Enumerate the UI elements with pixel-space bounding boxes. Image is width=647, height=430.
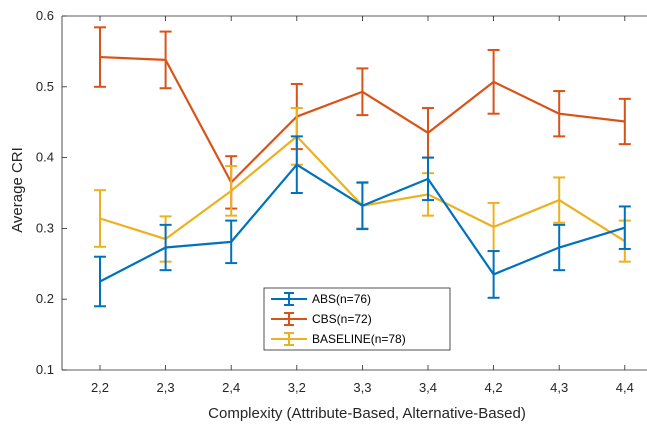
y-tick-label: 0.5 <box>36 79 54 94</box>
legend-label-1: CBS(n=72) <box>312 312 372 326</box>
y-tick-label: 0.3 <box>36 220 54 235</box>
x-tick-label: 4,4 <box>616 380 634 395</box>
series-0 <box>94 135 631 308</box>
legend-label-0: ABS(n=76) <box>312 292 371 306</box>
x-tick-label: 4,3 <box>550 380 568 395</box>
x-tick-label: 3,2 <box>288 380 306 395</box>
axes: 0.1 0.2 0.3 0.4 0.5 0.6 2,2 2,3 2,4 3,2 3,3 3,4 4,2 4… <box>36 8 647 395</box>
y-tick-label: 0.6 <box>36 8 54 23</box>
x-tick-label: 2,4 <box>222 380 240 395</box>
legend: ABS(n=76) CBS(n=72) BASELINE(n=78) <box>263 287 451 351</box>
y-tick-label: 0.1 <box>36 362 54 377</box>
x-tick-label: 4,2 <box>485 380 503 395</box>
x-tick-label: 3,3 <box>353 380 371 395</box>
x-tick-label: 2,3 <box>157 380 175 395</box>
x-tick-label: 2,2 <box>91 380 109 395</box>
x-tick-label: 3,4 <box>419 380 437 395</box>
x-axis-title: Complexity (Attribute-Based, Alternative… <box>208 405 526 422</box>
y-tick-label: 0.2 <box>36 291 54 306</box>
y-axis-title: Average CRI <box>9 147 26 233</box>
y-tick-label: 0.4 <box>36 150 54 165</box>
legend-label-2: BASELINE(n=78) <box>312 332 406 346</box>
